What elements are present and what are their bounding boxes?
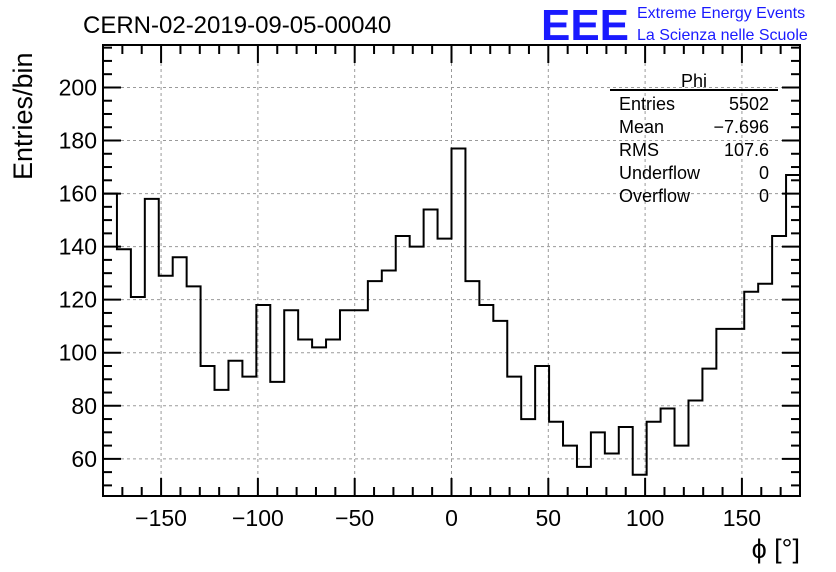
stats-label-mean: Mean: [619, 117, 664, 137]
y-tick-label: 80: [71, 393, 97, 419]
chart-title: CERN-02-2019-09-05-00040: [83, 12, 391, 39]
y-tick-label: 180: [59, 128, 97, 154]
y-tick-label: 100: [59, 340, 97, 366]
y-tick-label: 160: [59, 181, 97, 207]
y-tick-label: 200: [59, 74, 97, 100]
stats-label-underflow: Underflow: [619, 163, 701, 183]
tick-labels: −150 −100 −50 0 50 100 150 60 80 100 120 140 160 180 2…: [59, 74, 761, 531]
x-axis-title: ϕ [°]: [752, 534, 800, 564]
y-tick-label: 120: [59, 287, 97, 313]
axis-ticks: [103, 45, 800, 496]
stats-value-overflow: 0: [759, 186, 769, 206]
x-tick-label: −100: [232, 505, 284, 531]
logo-line-2: La Scienza nelle Scuole: [637, 27, 808, 44]
stats-value-rms: 107.6: [724, 140, 769, 160]
x-tick-label: 150: [723, 505, 761, 531]
eee-logo: EEE Extreme Energy Events La Scienza nel…: [541, 1, 808, 50]
grid-lines: [103, 45, 800, 496]
y-axis-title: Entries/bin: [8, 52, 38, 180]
x-tick-label: 100: [626, 505, 664, 531]
stats-label-overflow: Overflow: [619, 186, 691, 206]
stats-value-entries: 5502: [729, 94, 769, 114]
x-tick-label: 50: [536, 505, 562, 531]
histogram-series-line: [103, 147, 800, 476]
x-tick-label: 0: [445, 505, 458, 531]
eee-logo-mark: EEE: [541, 1, 629, 50]
x-tick-label: −150: [135, 505, 187, 531]
stats-box-name: Phi: [681, 71, 707, 91]
logo-line-1: Extreme Energy Events: [637, 5, 805, 22]
stats-label-entries: Entries: [619, 94, 675, 114]
stats-box: Phi Entries 5502 Mean −7.696 RMS 107.6 U…: [610, 71, 778, 206]
stats-value-underflow: 0: [759, 163, 769, 183]
y-tick-label: 60: [71, 446, 97, 472]
stats-label-rms: RMS: [619, 140, 659, 160]
y-tick-label: 140: [59, 234, 97, 260]
x-tick-label: −50: [335, 505, 374, 531]
stats-value-mean: −7.696: [713, 117, 769, 137]
